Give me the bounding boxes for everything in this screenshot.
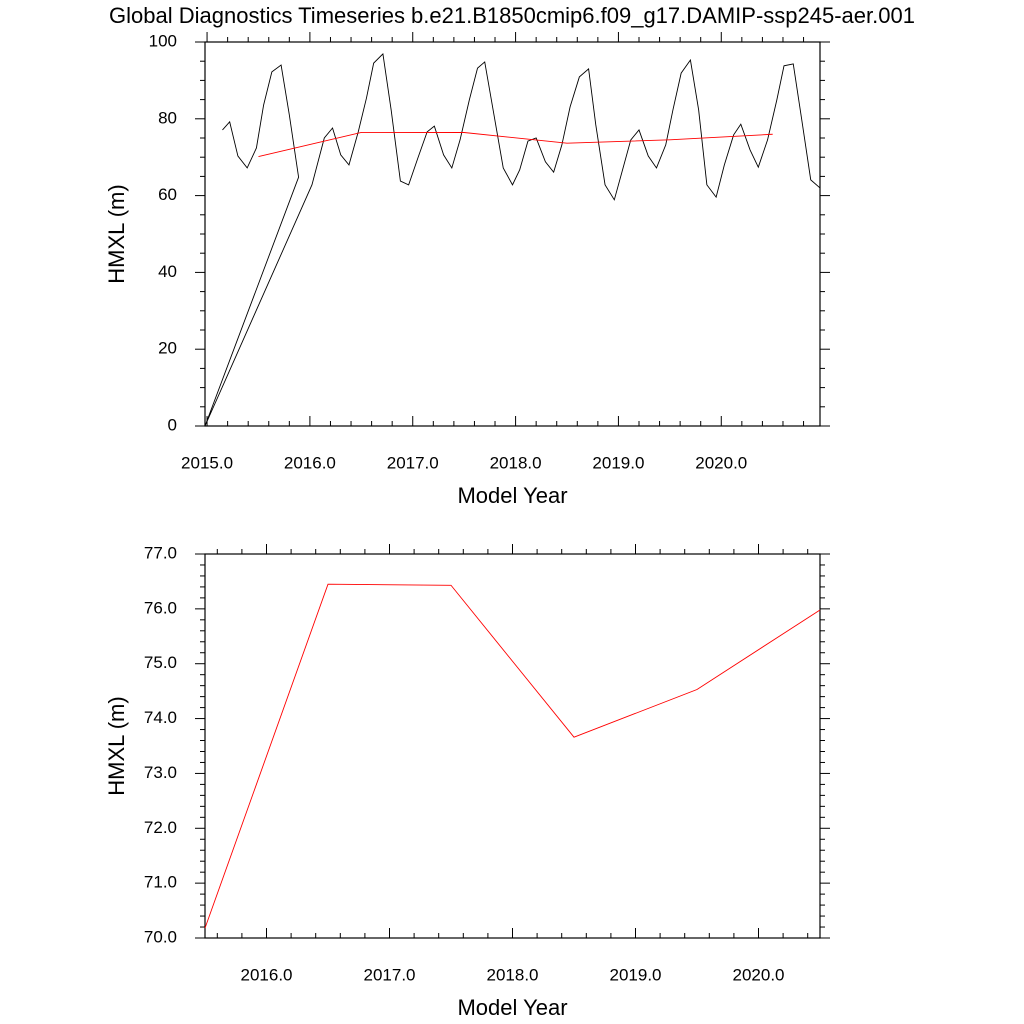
x-tick-label: 2017.0 — [364, 965, 416, 984]
x-tick-label: 2019.0 — [592, 453, 644, 472]
x-tick-label: 2020.0 — [695, 453, 747, 472]
y-tick-label: 20 — [158, 339, 177, 358]
x-tick-label: 2018.0 — [490, 453, 542, 472]
x-tick-label: 2019.0 — [610, 965, 662, 984]
y-tick-label: 80 — [158, 108, 177, 127]
y-tick-label: 76.0 — [144, 598, 177, 617]
y-axis-label: HMXL (m) — [104, 184, 129, 283]
y-tick-label: 60 — [158, 185, 177, 204]
x-axis-label: Model Year — [457, 483, 567, 508]
plot-frame — [204, 553, 821, 939]
chart-title: Global Diagnostics Timeseries b.e21.B185… — [109, 3, 915, 28]
y-tick-label: 70.0 — [144, 927, 177, 946]
y-axis-label: HMXL (m) — [104, 696, 129, 795]
y-tick-label: 0 — [168, 415, 177, 434]
x-tick-label: 2016.0 — [284, 453, 336, 472]
x-tick-label: 2016.0 — [241, 965, 293, 984]
y-tick-label: 71.0 — [144, 873, 177, 892]
y-tick-label: 74.0 — [144, 708, 177, 727]
x-tick-label: 2017.0 — [387, 453, 439, 472]
y-tick-label: 77.0 — [144, 543, 177, 562]
x-tick-label: 2015.0 — [181, 453, 233, 472]
plot-frame — [204, 41, 821, 427]
y-tick-label: 100 — [149, 31, 177, 50]
y-tick-label: 73.0 — [144, 763, 177, 782]
series-line — [204, 52, 821, 427]
y-tick-label: 72.0 — [144, 818, 177, 837]
series-line — [204, 583, 821, 929]
y-tick-label: 40 — [158, 262, 177, 281]
x-tick-label: 2020.0 — [733, 965, 785, 984]
series-line — [258, 131, 773, 157]
x-axis-label: Model Year — [457, 995, 567, 1020]
x-tick-label: 2018.0 — [487, 965, 539, 984]
y-tick-label: 75.0 — [144, 653, 177, 672]
